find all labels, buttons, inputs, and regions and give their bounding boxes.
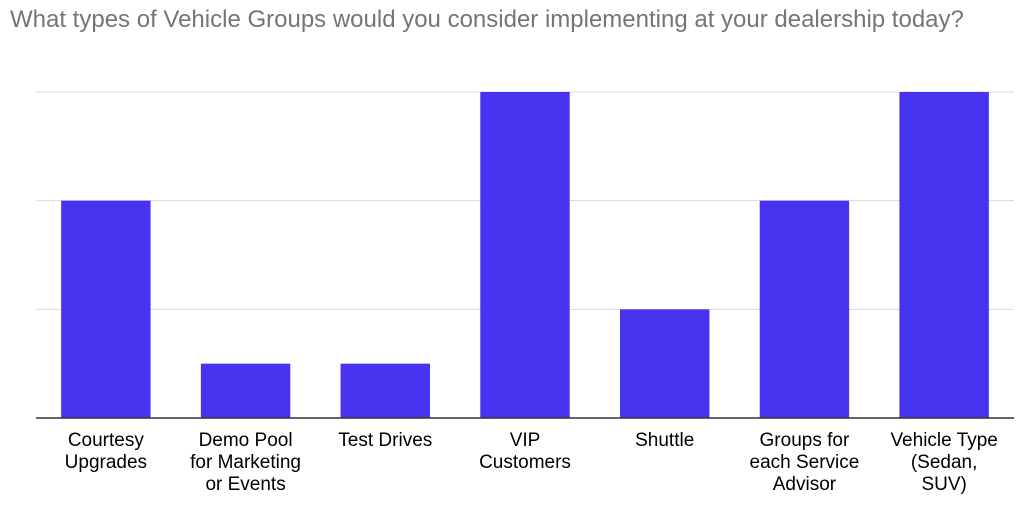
bar (899, 92, 989, 418)
bar (759, 200, 850, 418)
bar (480, 92, 570, 418)
x-tick-label: Groups for each Service Advisor (750, 430, 860, 495)
bar (200, 363, 291, 418)
x-tick-labels: Courtesy Upgrades Demo Pool for Marketing or… (65, 430, 998, 495)
x-tick-label: Vehicle Type (Sedan, SUV) (890, 430, 997, 495)
bar (61, 200, 151, 418)
x-tick-label: Shuttle (635, 430, 694, 451)
bars (61, 92, 989, 418)
bar (340, 363, 430, 418)
bar (620, 309, 710, 418)
x-tick-label: Demo Pool for Marketing or Events (190, 430, 301, 495)
x-tick-label: Test Drives (338, 430, 432, 451)
x-tick-label: VIP Customers (479, 430, 571, 473)
x-tick-label: Courtesy Upgrades (65, 430, 147, 473)
chart-title: What types of Vehicle Groups would you c… (10, 6, 964, 33)
